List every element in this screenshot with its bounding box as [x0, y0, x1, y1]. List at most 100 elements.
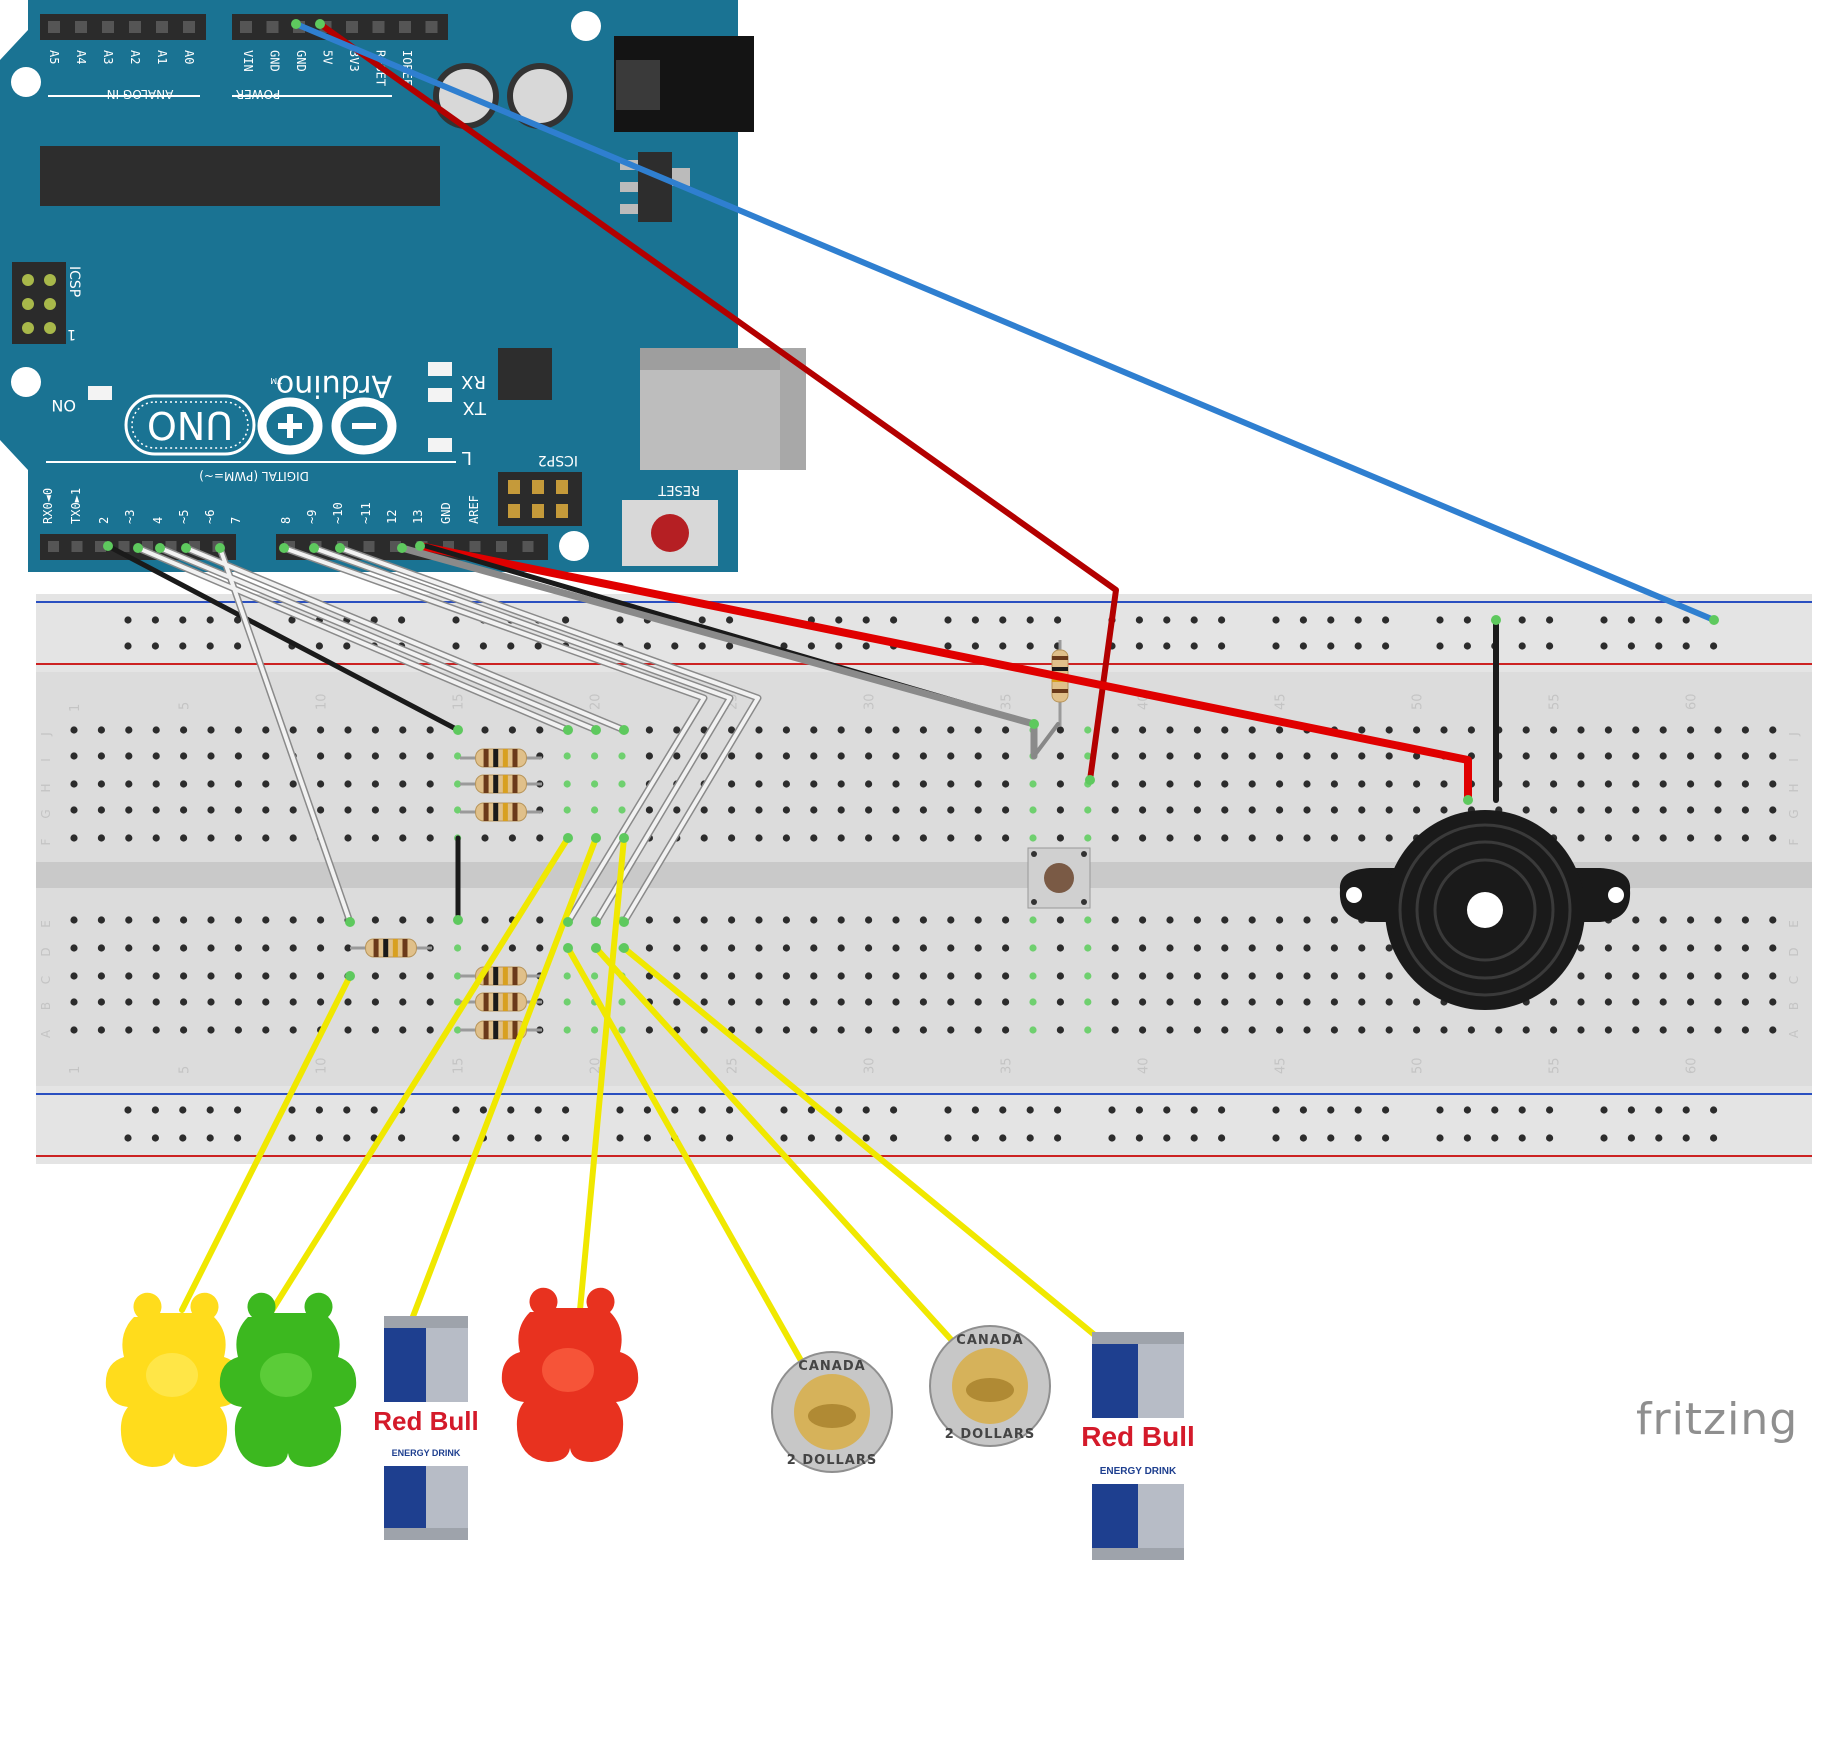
- breadboard-hole: [180, 780, 188, 788]
- breadboard-hole: [837, 972, 845, 980]
- rail-hole: [1436, 642, 1444, 650]
- column-number: 35: [1000, 693, 1015, 710]
- breadboard-hole: [207, 834, 215, 842]
- row-letter: E: [39, 920, 53, 928]
- wire-end-dot: [345, 917, 355, 927]
- breadboard-hole: [207, 972, 215, 980]
- can-sub-text: ENERGY DRINK: [1100, 1466, 1177, 1477]
- breadboard-hole: [1248, 972, 1256, 980]
- push-button[interactable]: [1027, 847, 1091, 909]
- rail-hole: [1463, 642, 1471, 650]
- breadboard-hole: [289, 834, 297, 842]
- rail-hole: [726, 616, 734, 624]
- breadboard-hole: [536, 944, 544, 952]
- breadboard-hole: [207, 944, 215, 952]
- tx-label: TX: [463, 397, 487, 418]
- breadboard-hole: [481, 916, 489, 924]
- breadboard-hole: [865, 998, 873, 1006]
- breadboard-hole: [97, 834, 105, 842]
- row-letter: B: [1787, 1002, 1801, 1010]
- piezo-buzzer: [1339, 810, 1631, 1010]
- breadboard-hole: [1604, 752, 1612, 760]
- rail-hole: [971, 1134, 980, 1142]
- wire-end-dot: [291, 19, 301, 29]
- breadboard-hole: [919, 972, 928, 980]
- breadboard-hole: [1330, 780, 1338, 788]
- breadboard-hole: [974, 972, 982, 980]
- breadboard-hole: [70, 972, 78, 980]
- breadboard-hole: [70, 780, 78, 788]
- wire-grey: [1032, 722, 1060, 758]
- breadboard-hole: [1276, 834, 1284, 842]
- breadboard-hole: [892, 944, 900, 952]
- breadboard-hole: [234, 752, 242, 760]
- breadboard-hole: [1385, 780, 1393, 788]
- breadboard-hole: [207, 726, 215, 734]
- breadboard-hole: [728, 972, 736, 980]
- rail-hole: [1600, 642, 1608, 650]
- can-sub-text: ENERGY DRINK: [392, 1448, 461, 1458]
- breadboard-hole: [1632, 916, 1640, 924]
- row-letter: F: [39, 838, 53, 845]
- breadboard-hole: [371, 1026, 379, 1034]
- breadboard-hole: [426, 780, 434, 788]
- breadboard-hole: [1741, 752, 1749, 760]
- breadboard-hole: [974, 726, 982, 734]
- breadboard-hole: [974, 834, 982, 842]
- resistor: [460, 748, 542, 768]
- icsp2-pin: [532, 480, 544, 494]
- breadboard-hole: [1029, 972, 1037, 980]
- breadboard-hole: [837, 998, 845, 1006]
- breadboard-hole: [1084, 944, 1092, 952]
- analog-pin-label: A5: [47, 50, 61, 64]
- breadboard-hole: [892, 806, 900, 814]
- breadboard-hole: [673, 972, 681, 980]
- breadboard-hole: [399, 916, 407, 924]
- breadboard-hole: [289, 998, 297, 1006]
- rail-hole: [999, 1134, 1007, 1142]
- breadboard-hole: [1139, 834, 1147, 842]
- breadboard-hole: [1577, 834, 1585, 842]
- breadboard-hole: [1330, 998, 1338, 1006]
- breadboard-hole: [1550, 752, 1558, 760]
- breadboard-hole: [810, 834, 818, 842]
- breadboard-hole: [1193, 998, 1201, 1006]
- breadboard-hole: [1769, 972, 1777, 980]
- rail-hole: [562, 1106, 570, 1114]
- breadboard-hole: [1550, 998, 1558, 1006]
- breadboard-hole: [70, 806, 78, 814]
- rail-hole: [698, 642, 706, 650]
- breadboard-hole: [919, 752, 928, 760]
- breadboard-hole: [892, 998, 900, 1006]
- rail-hole: [343, 642, 351, 650]
- breadboard-hole: [947, 944, 955, 952]
- rail-hole: [1054, 1134, 1062, 1142]
- column-number: 60: [1685, 693, 1700, 710]
- breadboard-hole: [1166, 834, 1174, 842]
- breadboard-hole: [1029, 806, 1037, 814]
- breadboard-hole: [919, 726, 928, 734]
- row-letter: G: [1787, 809, 1801, 818]
- column-number: 15: [452, 693, 467, 710]
- breadboard-hole: [728, 834, 736, 842]
- breadboard-hole: [1303, 834, 1311, 842]
- breadboard-hole: [152, 834, 160, 842]
- breadboard-hole: [1632, 972, 1640, 980]
- breadboard-hole: [1248, 752, 1256, 760]
- rail-hole: [971, 642, 980, 650]
- rail-hole: [1382, 1134, 1390, 1142]
- breadboard-hole: [1303, 944, 1311, 952]
- breadboard-hole: [399, 752, 407, 760]
- rail-hole: [1218, 642, 1226, 650]
- row-letter: H: [39, 783, 53, 792]
- digital-pin-label: RX0◄0: [41, 488, 55, 524]
- breadboard-hole: [234, 780, 242, 788]
- breadboard-hole: [1659, 726, 1667, 734]
- breadboard-hole: [317, 972, 325, 980]
- breadboard-hole: [974, 780, 982, 788]
- wire-end-dot: [563, 943, 573, 953]
- breadboard-hole: [865, 972, 873, 980]
- wire-end-dot: [279, 543, 289, 553]
- reset-button[interactable]: [651, 514, 689, 552]
- rail-hole: [1026, 616, 1034, 624]
